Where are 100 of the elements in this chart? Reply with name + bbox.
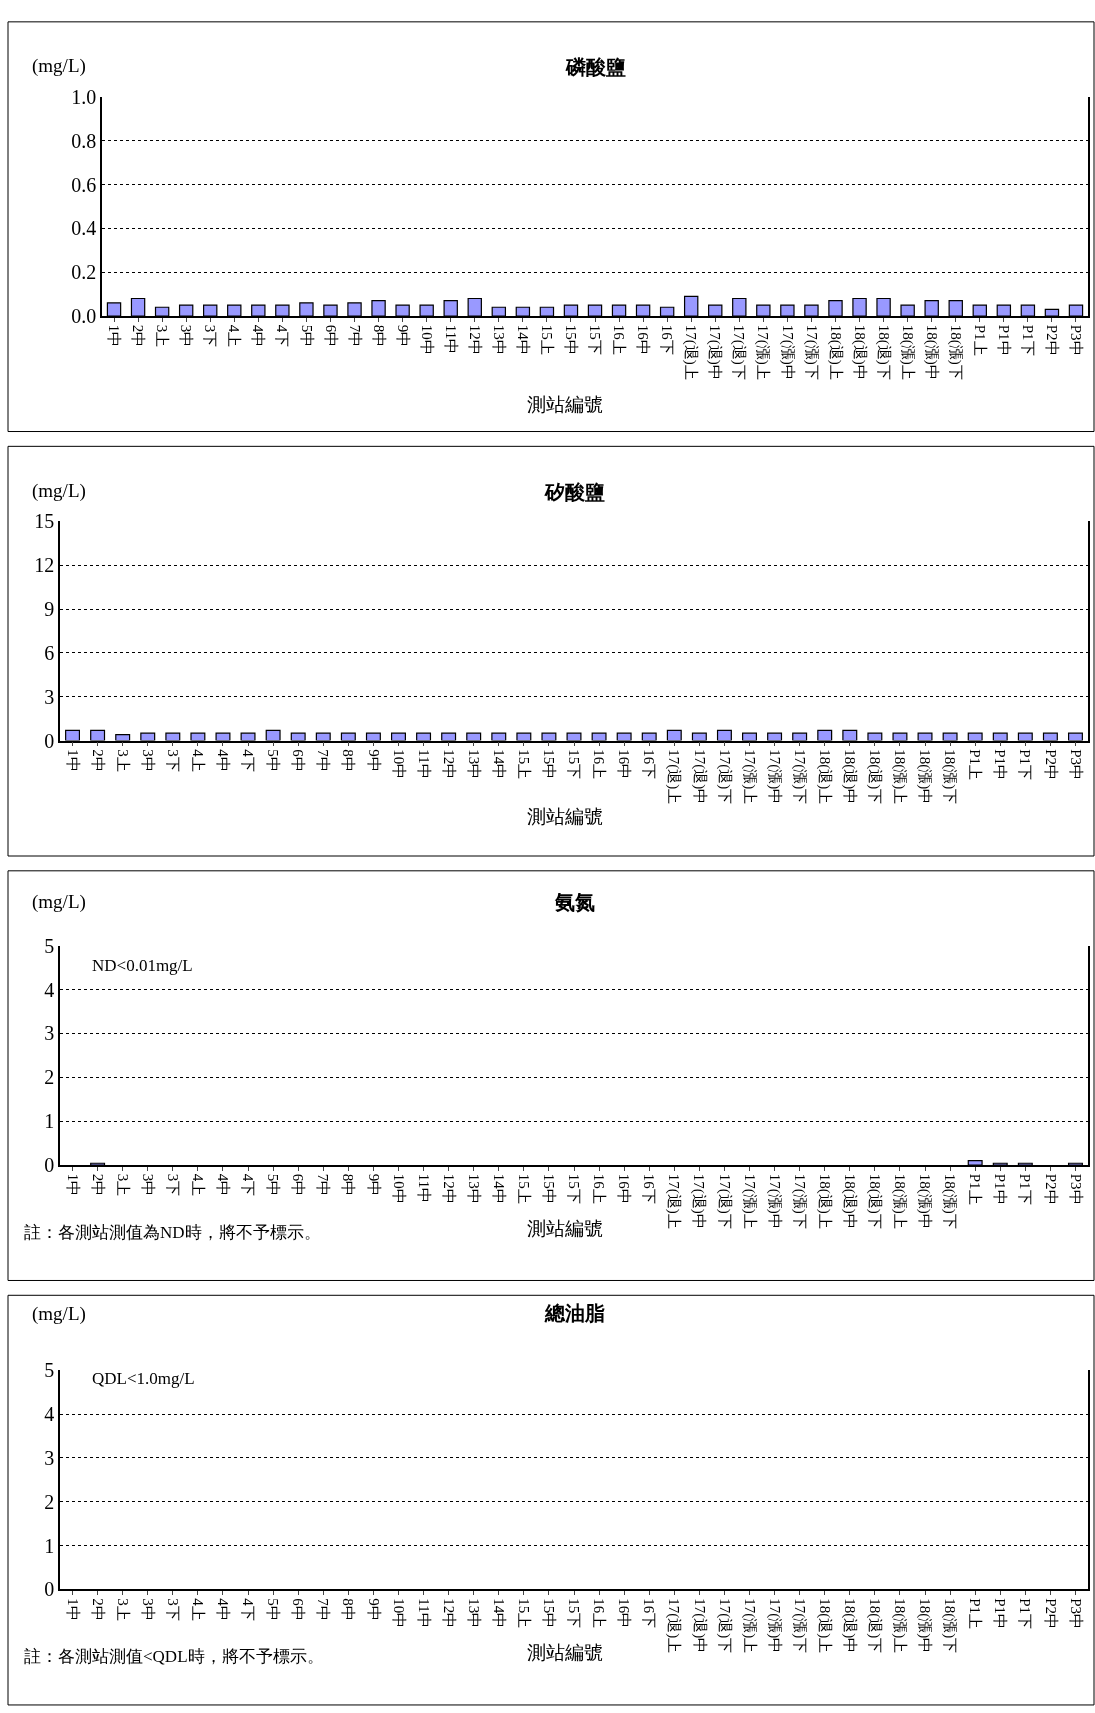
chart-title: 磷酸鹽	[565, 55, 626, 79]
x-tick-label: 11中	[415, 1173, 432, 1204]
x-tick-label: P1下	[1017, 749, 1034, 781]
x-tick-label: P2中	[1042, 1173, 1059, 1205]
x-tick-label: 16上	[591, 1173, 608, 1204]
x-tick-label: 18(漲)下	[941, 1173, 959, 1229]
x-tick-label: 18(漲)下	[941, 1598, 959, 1654]
y-axis-title: (mg/L)	[32, 891, 86, 913]
x-tick-label: 12中	[440, 1173, 457, 1204]
x-tick-label: 9中	[365, 749, 382, 772]
x-tick-label: 14中	[490, 1598, 507, 1629]
x-tick-label: 14中	[490, 749, 507, 780]
y-tick-label: 0	[44, 1578, 55, 1601]
x-tick-label: 3下	[164, 1598, 181, 1621]
y-axis-title: (mg/L)	[32, 480, 86, 502]
x-tick-label: 4中	[215, 1173, 232, 1197]
x-tick-label: 17(漲)下	[790, 1173, 808, 1229]
text: 註：各測站測值<QDL時，將不予標示。	[24, 1647, 324, 1666]
x-tick-label: 18(漲)中	[916, 1598, 934, 1654]
x-tick-label: 9中	[365, 1173, 382, 1197]
y-tick-label: 1	[44, 1534, 55, 1557]
y-tick-label: 15	[34, 510, 55, 533]
x-tick-label: 18(漲)中	[916, 749, 934, 805]
x-tick-label: 4中	[250, 324, 267, 348]
y-tick-label: 0	[44, 729, 55, 752]
x-tick-label: 16上	[591, 1598, 608, 1629]
x-tick-label: 17(退)下	[715, 1598, 733, 1654]
x-tick-label: 2中	[89, 749, 106, 772]
x-tick-label: 18(漲)上	[891, 1173, 909, 1229]
x-tick-label: 15中	[541, 1598, 558, 1629]
x-axis-title: 測站編號	[527, 1642, 603, 1663]
x-tick-label: 2中	[89, 1173, 106, 1197]
x-tick-label: 16下	[659, 324, 676, 355]
x-tick-label: 3下	[164, 1173, 181, 1197]
x-tick-label: 18(退)下	[866, 749, 884, 805]
x-tick-label: 17(漲)中	[765, 1173, 783, 1229]
y-tick-label: 9	[44, 598, 55, 621]
x-tick-label: 18(退)中	[840, 1598, 858, 1654]
y-tick-label: 1	[44, 1110, 55, 1133]
x-tick-label: 18(退)下	[866, 1598, 884, 1654]
x-tick-label: 17(退)上	[665, 1598, 683, 1654]
x-tick-label: 4上	[226, 324, 243, 348]
x-tick-label: 3中	[139, 749, 156, 772]
x-tick-label: 1中	[106, 324, 123, 348]
x-tick-label: 18(退)下	[866, 1173, 884, 1229]
x-tick-label: 17(漲)上	[740, 749, 758, 805]
x-tick-label: 4下	[274, 324, 291, 348]
x-tick-label: P3中	[1067, 1598, 1084, 1630]
y-tick-label: 0.2	[71, 261, 97, 284]
x-tick-label: 15中	[541, 749, 558, 780]
x-tick-label: 12中	[440, 749, 457, 780]
x-tick-label: 17(退)中	[706, 324, 724, 380]
y-tick-label: 2	[44, 1490, 55, 1513]
x-tick-label: 3上	[114, 1173, 131, 1197]
x-tick-label: 16中	[635, 324, 652, 355]
x-tick-label: 17(退)上	[665, 749, 683, 805]
x-tick-label: 8中	[340, 1598, 357, 1621]
x-tick-label: 3中	[139, 1173, 156, 1197]
x-tick-label: 17(退)上	[665, 1173, 683, 1229]
x-tick-label: 18(退)下	[874, 324, 892, 380]
y-tick-label: 0.8	[71, 129, 97, 152]
x-tick-label: 18(退)中	[840, 749, 858, 805]
x-tick-label: 3上	[114, 749, 131, 772]
y-tick-label: 2	[44, 1066, 55, 1089]
x-tick-label: 18(漲)上	[891, 1598, 909, 1654]
x-tick-label: 9中	[365, 1598, 382, 1621]
x-tick-label: P1中	[992, 1173, 1009, 1205]
x-tick-label: 11中	[415, 1598, 432, 1628]
x-tick-label: 15上	[515, 749, 532, 780]
x-tick-label: 5中	[265, 749, 282, 772]
x-tick-label: 18(退)上	[815, 1598, 833, 1654]
x-tick-label: 8中	[340, 749, 357, 772]
x-tick-label: 5中	[265, 1173, 282, 1197]
x-tick-label: 3上	[114, 1598, 131, 1621]
x-tick-label: 15上	[515, 1598, 532, 1629]
x-tick-label: 15上	[515, 1173, 532, 1204]
x-tick-label: P1下	[1017, 1173, 1034, 1205]
x-tick-label: 6中	[290, 1173, 307, 1197]
x-tick-label: P1中	[992, 1598, 1009, 1630]
x-tick-label: P1下	[1020, 324, 1037, 356]
x-tick-label: 9中	[394, 324, 411, 348]
x-tick-label: 15中	[563, 324, 580, 355]
x-tick-label: 16上	[591, 749, 608, 780]
x-tick-label: 2中	[89, 1598, 106, 1621]
x-tick-label: 17(漲)上	[740, 1598, 758, 1654]
x-tick-label: 18(退)上	[815, 749, 833, 805]
x-tick-label: 15下	[566, 749, 583, 780]
x-tick-label: 17(漲)中	[765, 749, 783, 805]
x-tick-label: 16中	[616, 1173, 633, 1204]
x-tick-label: 3中	[178, 324, 195, 348]
x-tick-label: 17(漲)中	[778, 324, 796, 380]
x-tick-label: 16上	[611, 324, 628, 355]
y-tick-label: 0.0	[71, 305, 97, 328]
x-tick-label: 7中	[315, 1598, 332, 1621]
x-tick-label: 10中	[390, 749, 407, 780]
x-tick-label: 4上	[190, 1173, 207, 1197]
x-tick-label: 10中	[390, 1598, 407, 1629]
x-tick-label: 16下	[641, 1173, 658, 1204]
x-tick-label: 2中	[130, 324, 147, 348]
x-tick-label: 4中	[215, 749, 232, 772]
